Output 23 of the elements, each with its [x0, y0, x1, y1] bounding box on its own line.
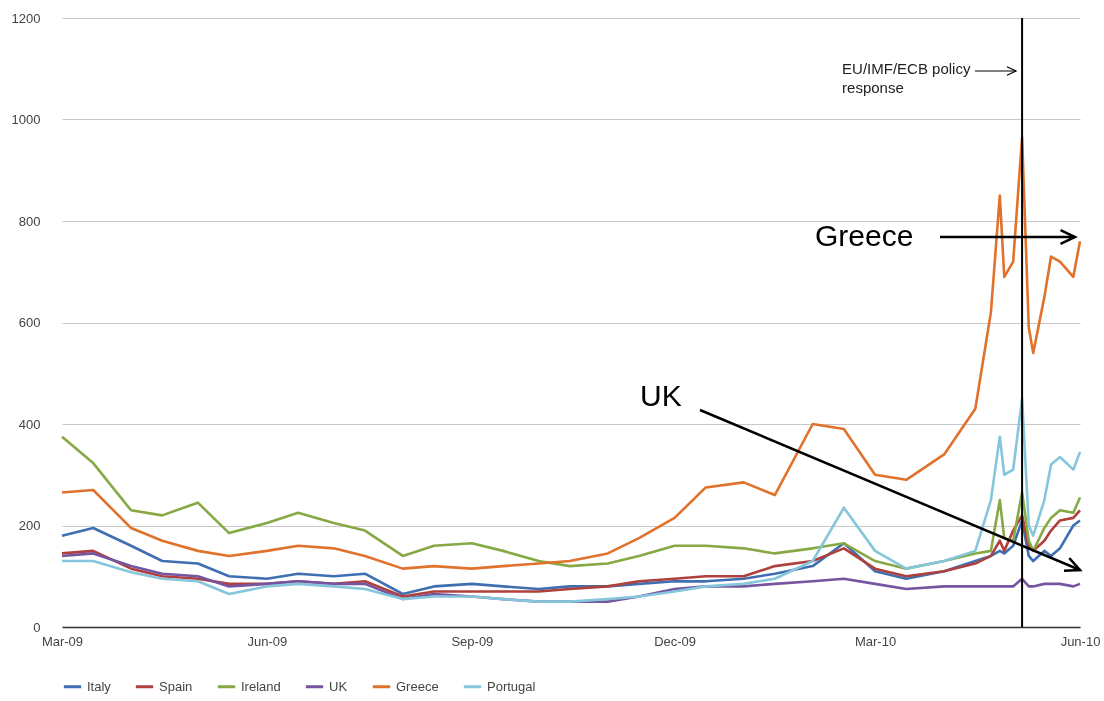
y-tick-label: 200 [18, 518, 41, 533]
y-tick-label: 800 [18, 213, 41, 229]
x-tick-label: Mar-09 [41, 633, 84, 649]
line-series [60, 435, 1082, 570]
y-tick-label: 1200 [11, 10, 41, 26]
y-tick-label: 0 [33, 619, 41, 635]
x-tick-label: Sep-09 [451, 633, 494, 649]
x-tick-label: Jun-10 [1060, 633, 1101, 649]
y-tick-label: 1000 [11, 112, 41, 127]
x-tick-label: Jun-09 [247, 633, 288, 649]
legend-label: UK [329, 678, 348, 694]
legend-label: Italy [87, 678, 112, 694]
legend-label: Ireland [241, 678, 281, 694]
legend-label: Spain [159, 678, 193, 694]
x-tick-label: Mar-10 [854, 633, 897, 649]
annotation: Greece [815, 219, 914, 252]
y-tick-label: 400 [18, 416, 41, 432]
legend-label: Greece [396, 678, 439, 694]
x-tick-label: Dec-09 [654, 633, 697, 649]
ref-line-label: EU/IMF/ECB policy response [842, 60, 971, 96]
legend-label: Portugal [487, 678, 536, 694]
y-tick-label: 600 [18, 315, 41, 330]
annotation: UK [640, 379, 682, 412]
